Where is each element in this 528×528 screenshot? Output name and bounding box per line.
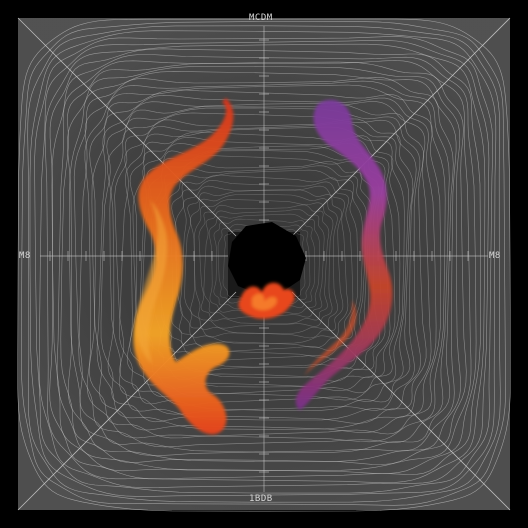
bottom-label: 1BDB <box>249 494 273 504</box>
tunnel-ring <box>49 48 481 480</box>
tunnel-ring <box>184 189 344 339</box>
tunnel-ring <box>100 102 427 424</box>
tunnel-ring <box>132 136 396 392</box>
tunnel-ring <box>21 21 507 506</box>
tunnel-ring <box>44 43 486 483</box>
tunnel-ring <box>109 112 417 415</box>
axis-ticks <box>49 39 469 473</box>
tunnel-ring <box>34 36 494 494</box>
tunnel-ring <box>96 101 432 430</box>
tunnel-ring <box>179 185 349 344</box>
tunnel-ring <box>222 229 306 300</box>
tunnel-ring <box>124 126 405 401</box>
top-label: MCDM <box>249 13 273 23</box>
tunnel-ring <box>208 213 320 314</box>
tunnel-ring <box>78 80 450 448</box>
corner-edges <box>17 17 511 511</box>
crosshair-axes <box>40 26 488 492</box>
tunnel-ring <box>91 94 437 434</box>
tunnel-ring <box>17 18 511 512</box>
tunnel-ring <box>189 194 339 334</box>
tunnel-ring <box>217 223 311 305</box>
tunnel-ring <box>213 218 316 310</box>
tunnel-ring <box>129 131 401 397</box>
tunnel-ring <box>198 204 330 325</box>
center-void <box>228 222 306 294</box>
tunnel-ring <box>118 122 410 406</box>
tunnel-ring <box>88 89 442 439</box>
purple-ribbon-icon <box>295 99 393 410</box>
tunnel-ring <box>56 60 472 472</box>
tunnel-ring <box>73 76 454 453</box>
right-label: M8 <box>489 251 501 261</box>
orange-ribbon-icon <box>133 98 234 435</box>
tunnel-ring <box>27 25 501 503</box>
tunnel-ring <box>84 84 446 443</box>
tunnel-ring <box>114 118 414 411</box>
tunnel-ring <box>67 66 461 462</box>
left-label: M8 <box>19 251 31 261</box>
tunnel-ring <box>38 39 490 489</box>
tunnel-ring <box>203 209 325 319</box>
tunnel-ring <box>29 30 497 497</box>
tunnel-ring <box>60 61 467 465</box>
tunnel-ring <box>193 199 334 329</box>
center-flame-icon <box>238 282 295 319</box>
tunnel-ring <box>69 71 457 456</box>
